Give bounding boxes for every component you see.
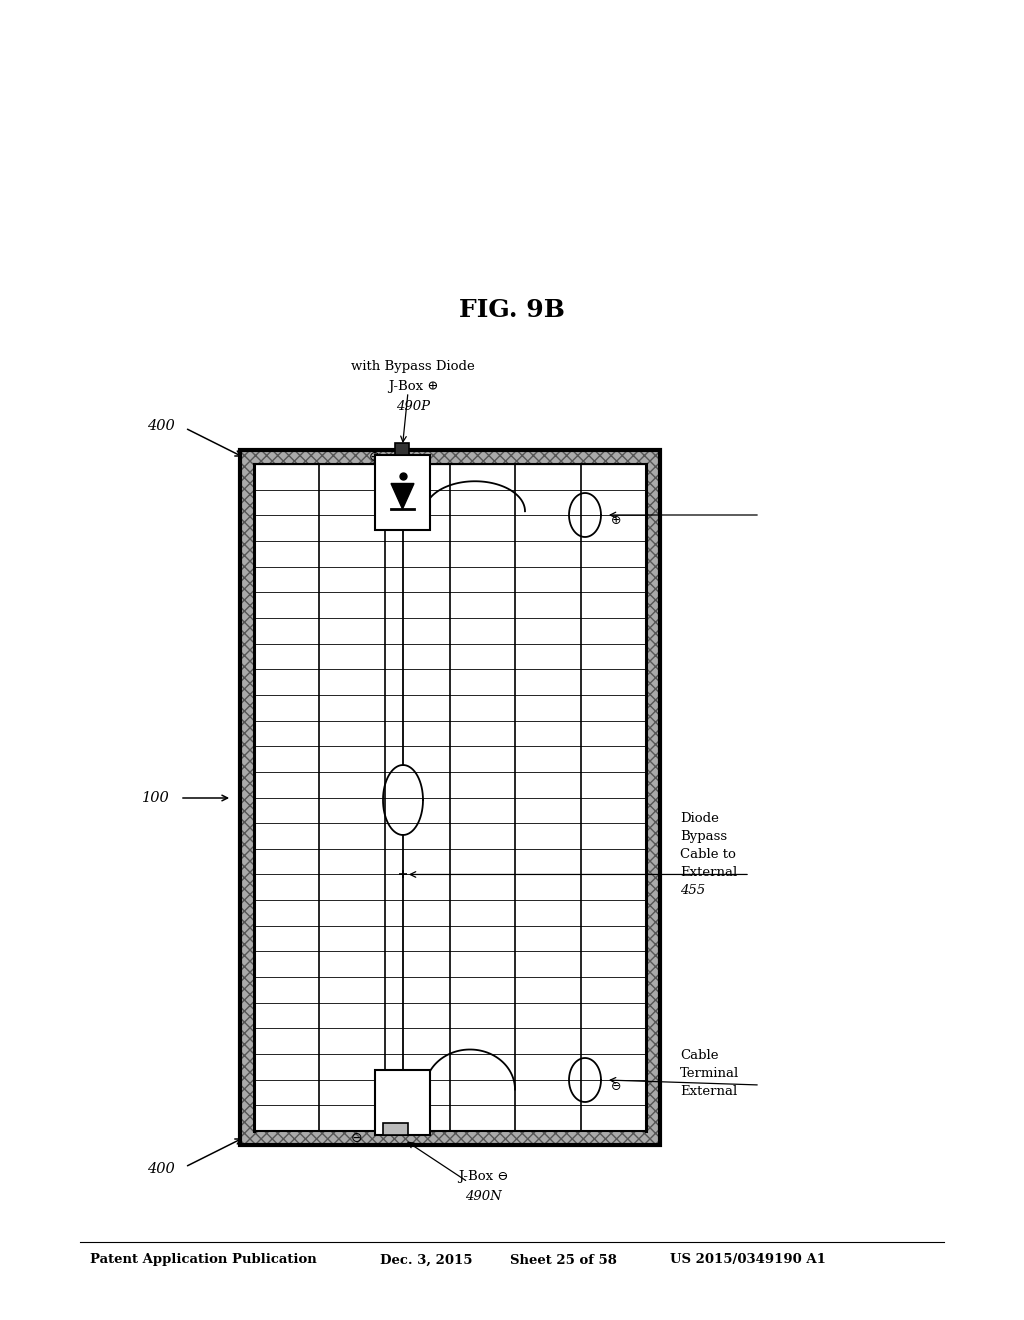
Bar xyxy=(240,1131,660,1144)
Text: Terminal: Terminal xyxy=(680,1067,739,1080)
Text: 490N: 490N xyxy=(465,1191,502,1203)
Polygon shape xyxy=(391,483,414,510)
Text: J-Box ⊖: J-Box ⊖ xyxy=(458,1170,508,1183)
Text: US 2015/0349190 A1: US 2015/0349190 A1 xyxy=(670,1254,826,1266)
Bar xyxy=(240,450,254,1144)
Text: Sheet 25 of 58: Sheet 25 of 58 xyxy=(510,1254,616,1266)
Bar xyxy=(375,455,430,531)
Text: Cable to: Cable to xyxy=(680,849,736,862)
Bar xyxy=(383,1123,408,1135)
Text: FIG. 9B: FIG. 9B xyxy=(459,298,565,322)
Text: Diode: Diode xyxy=(680,813,719,825)
Text: 490P: 490P xyxy=(396,400,430,413)
Text: External: External xyxy=(680,1085,737,1098)
Text: ⊖: ⊖ xyxy=(611,1080,622,1093)
Bar xyxy=(395,444,410,455)
Text: Patent Application Publication: Patent Application Publication xyxy=(90,1254,316,1266)
Text: 400: 400 xyxy=(147,418,175,433)
Bar xyxy=(646,450,660,1144)
Text: 455: 455 xyxy=(680,884,706,898)
Text: 100: 100 xyxy=(142,791,170,805)
Text: with Bypass Diode: with Bypass Diode xyxy=(351,360,475,374)
Text: J-Box ⊕: J-Box ⊕ xyxy=(388,380,438,393)
Text: ⊕: ⊕ xyxy=(611,515,622,528)
Text: Cable: Cable xyxy=(680,1049,719,1063)
Text: ⊕: ⊕ xyxy=(369,450,380,465)
Text: External: External xyxy=(680,866,737,879)
Text: 400: 400 xyxy=(147,1162,175,1176)
Text: Dec. 3, 2015: Dec. 3, 2015 xyxy=(380,1254,472,1266)
Bar xyxy=(240,450,660,465)
Bar xyxy=(240,450,660,1144)
Text: ⊖: ⊖ xyxy=(351,1131,362,1144)
Text: Bypass: Bypass xyxy=(680,830,727,843)
Bar xyxy=(375,1071,430,1135)
